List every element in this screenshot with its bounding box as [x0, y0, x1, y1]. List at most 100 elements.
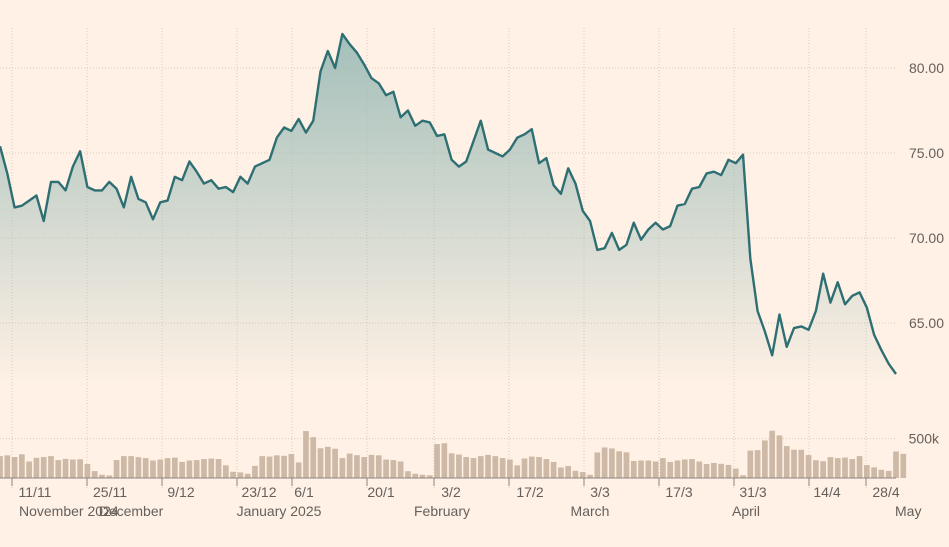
price-area-fill	[0, 34, 896, 388]
volume-bar	[419, 474, 426, 478]
volume-bar	[638, 460, 644, 478]
volume-bar	[120, 456, 127, 478]
volume-bar	[434, 444, 440, 478]
y-tick-label: 75.00	[909, 145, 944, 161]
volume-bar	[324, 446, 331, 478]
volume-bar	[405, 471, 411, 478]
x-month-label: February	[414, 503, 470, 519]
x-week-label: 9/12	[167, 484, 194, 500]
volume-bar	[33, 457, 40, 478]
volume-bar	[754, 450, 761, 478]
volume-bar	[70, 459, 76, 478]
volume-bar	[820, 461, 826, 478]
volume-bar	[652, 461, 659, 478]
volume-bar	[186, 460, 193, 478]
volume-bar	[171, 457, 178, 478]
x-week-label: 17/3	[665, 484, 692, 500]
volume-bar	[703, 463, 710, 478]
volume-bar	[587, 474, 593, 478]
volume-bar	[361, 457, 368, 478]
volume-bar	[492, 456, 499, 478]
volume-bar	[558, 467, 564, 478]
volume-bar	[252, 465, 258, 478]
volume-bar	[48, 456, 54, 478]
price-line	[0, 32, 897, 375]
volume-bar	[521, 458, 528, 478]
volume-bar	[827, 457, 834, 478]
volume-bar	[317, 448, 324, 478]
volume-bar	[514, 465, 521, 478]
volume-bar	[660, 458, 666, 478]
volume-bar	[230, 471, 236, 478]
volume-bar	[40, 457, 47, 478]
x-month-label: March	[571, 503, 610, 519]
volume-bar	[499, 458, 506, 478]
volume-bar	[346, 453, 353, 478]
x-month-label: May	[895, 503, 921, 519]
volume-bar	[62, 458, 69, 478]
volume-bar	[609, 448, 615, 478]
x-week-label: 11/11	[19, 484, 52, 500]
volume-bar	[456, 454, 462, 478]
volume-bar	[273, 455, 280, 478]
volume-bar	[193, 460, 200, 478]
volume-bar	[776, 435, 783, 478]
volume-bar	[281, 455, 287, 478]
volume-bar	[142, 458, 149, 478]
y-axis: 65.00 70.00 75.00 80.00 500k	[909, 60, 945, 447]
volume-bar	[762, 440, 768, 478]
volume-bar	[295, 462, 302, 478]
volume-bar	[696, 461, 703, 478]
y-tick-label: 70.00	[909, 230, 944, 246]
volume-bar	[244, 473, 251, 478]
volume-bar	[11, 457, 18, 478]
volume-bar	[885, 470, 892, 478]
volume-bar	[623, 452, 630, 478]
volume-bar	[689, 459, 695, 478]
volume-bar	[791, 449, 797, 478]
volume-bar	[179, 461, 185, 478]
price-area	[0, 34, 896, 388]
volume-bar	[667, 461, 674, 478]
x-axis: 11/11 25/11 9/12 23/12 6/1 20/1 3/2 17/2 3/3 17/3…	[0, 477, 921, 519]
volume-bar	[725, 464, 732, 478]
volume-bar	[303, 431, 309, 478]
volume-bar	[128, 456, 134, 478]
volume-bar	[711, 462, 717, 478]
volume-bar	[477, 456, 484, 478]
volume-bar	[288, 453, 295, 478]
y-tick-label: 80.00	[909, 60, 944, 76]
volume-bar	[412, 473, 419, 478]
volume-bar	[19, 454, 25, 478]
volume-bar	[842, 457, 848, 478]
volume-bar	[106, 475, 113, 478]
x-week-label: 25/11	[93, 484, 127, 500]
volume-bar	[470, 458, 477, 478]
volume-bar	[645, 460, 652, 478]
volume-bar	[310, 437, 317, 478]
volume-bar	[164, 458, 171, 478]
volume-bar	[368, 454, 375, 478]
volume-bar	[674, 460, 681, 478]
volume-bar	[375, 455, 382, 478]
volume-bar	[397, 461, 404, 478]
volume-bar	[259, 456, 266, 478]
volume-bar	[718, 463, 725, 478]
x-month-label: November 2024	[19, 503, 119, 519]
x-week-label: 3/3	[590, 484, 610, 500]
volume-bar	[616, 451, 623, 478]
volume-bar	[113, 460, 120, 478]
volume-bar	[579, 472, 586, 478]
volume-bar	[893, 451, 899, 478]
volume-bar	[383, 459, 389, 478]
volume-bar	[805, 455, 812, 478]
volume-bar	[747, 450, 754, 478]
volume-bar	[740, 475, 746, 478]
x-week-label: 3/2	[441, 484, 461, 500]
volume-bar	[507, 459, 513, 478]
x-week-label: 6/1	[294, 484, 314, 500]
volume-bar	[135, 457, 142, 478]
volume-bar	[91, 471, 98, 478]
volume-bar	[77, 459, 83, 478]
volume-bar	[813, 460, 819, 478]
